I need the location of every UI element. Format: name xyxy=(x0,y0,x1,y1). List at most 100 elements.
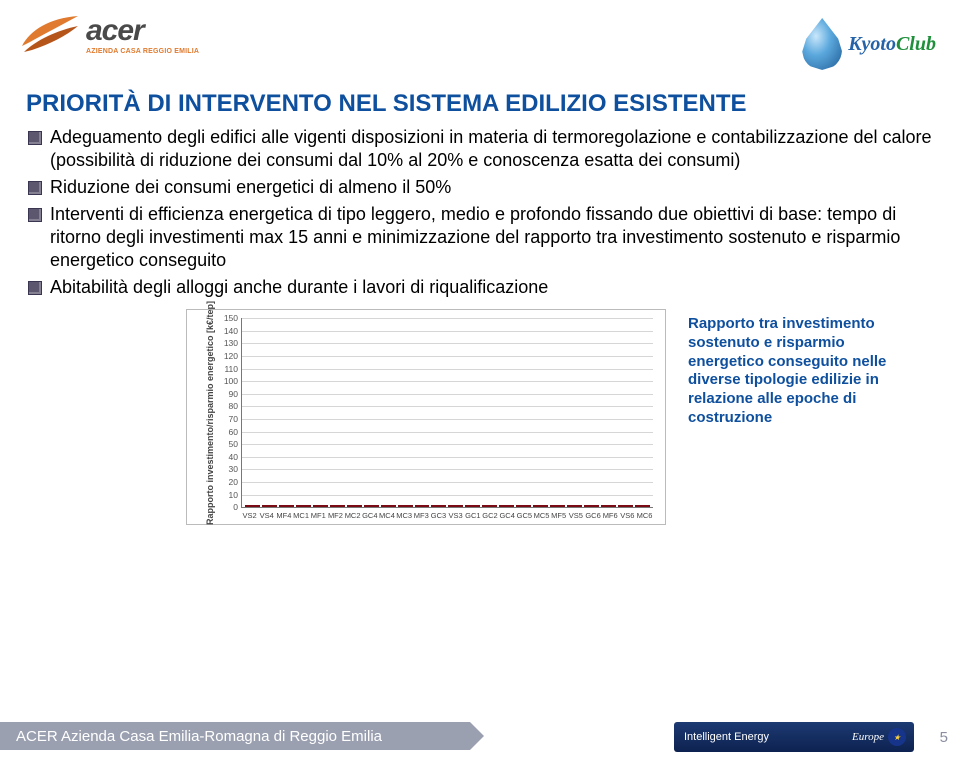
chart-bar-fill xyxy=(601,505,616,507)
chart-y-tick: 150 xyxy=(224,313,242,323)
chart-bar-fill xyxy=(499,505,514,507)
chart-bar-fill xyxy=(431,505,446,507)
chart-grid-line xyxy=(242,343,653,344)
chart-grid-line xyxy=(242,469,653,470)
chart-grid-line xyxy=(242,482,653,483)
chart-x-tick: GC2 xyxy=(481,508,498,520)
chart-grid-line xyxy=(242,406,653,407)
chart-y-tick: 80 xyxy=(229,401,242,411)
chart-x-tick: MF1 xyxy=(310,508,327,520)
chart-bar-fill xyxy=(567,505,582,507)
chart-grid-line xyxy=(242,419,653,420)
chart-y-tick: 70 xyxy=(229,414,242,424)
chart-x-tick: GC5 xyxy=(516,508,533,520)
chart-plot-area: Rapporto investimento/risparmio energeti… xyxy=(241,318,653,508)
bullet-item: Adeguamento degli edifici alle vigenti d… xyxy=(26,126,934,172)
chart-bar-fill xyxy=(364,505,379,507)
header: acer AZIENDA CASA REGGIO EMILIA KyotoClu… xyxy=(0,0,960,90)
water-drop-icon xyxy=(802,18,842,70)
chart-grid-line xyxy=(242,369,653,370)
chart-grid-line xyxy=(242,457,653,458)
chart-x-tick: MF6 xyxy=(602,508,619,520)
chart-y-tick: 30 xyxy=(229,464,242,474)
chart-x-tick: GC3 xyxy=(430,508,447,520)
chart-bar-fill xyxy=(381,505,396,507)
chart-x-tick: GC4 xyxy=(499,508,516,520)
chart-bar-fill xyxy=(448,505,463,507)
eu-stars-icon: ★ xyxy=(888,728,906,746)
chart-container: Rapporto investimento/risparmio energeti… xyxy=(186,309,666,525)
acer-swoosh-icon xyxy=(20,12,80,56)
kyoto-word-a: Kyoto xyxy=(848,33,896,55)
chart-bar-fill xyxy=(584,505,599,507)
chart-y-tick: 130 xyxy=(224,338,242,348)
chart-bar-fill xyxy=(245,505,260,507)
chart-caption: Rapporto tra investimento sostenuto e ri… xyxy=(688,309,888,525)
kyoto-club-logo: KyotoClub xyxy=(802,18,936,70)
badge-text-a: Intelligent Energy xyxy=(684,731,769,743)
bullet-item: Abitabilità degli alloggi anche durante … xyxy=(26,276,934,299)
chart-x-tick: MC6 xyxy=(636,508,653,520)
chart-x-labels: VS2VS4MF4MC1MF1MF2MC2GC4MC4MC3MF3GC3VS3G… xyxy=(241,508,653,520)
chart-bar-fill xyxy=(398,505,413,507)
slide-title: PRIORITÀ DI INTERVENTO NEL SISTEMA EDILI… xyxy=(0,90,960,126)
chart-x-tick: MC2 xyxy=(344,508,361,520)
chart-y-tick: 20 xyxy=(229,477,242,487)
acer-subtitle: AZIENDA CASA REGGIO EMILIA xyxy=(86,48,199,55)
chart-grid-line xyxy=(242,318,653,319)
badge-europe: Europe ★ xyxy=(852,728,906,746)
bullet-item: Interventi di efficienza energetica di t… xyxy=(26,203,934,272)
chart-y-tick: 10 xyxy=(229,490,242,500)
chart-x-tick: MC5 xyxy=(533,508,550,520)
chart-grid-line xyxy=(242,381,653,382)
bullet-item: Riduzione dei consumi energetici di alme… xyxy=(26,176,934,199)
chart-x-tick: MC1 xyxy=(293,508,310,520)
chart-bar-fill xyxy=(516,505,531,507)
acer-logo: acer AZIENDA CASA REGGIO EMILIA xyxy=(20,12,199,56)
footer-org-text: ACER Azienda Casa Emilia-Romagna di Regg… xyxy=(16,728,382,745)
chart-bar-fill xyxy=(533,505,548,507)
chart-bars-group xyxy=(242,318,653,507)
chart-bar-fill xyxy=(618,505,633,507)
chart-bar-fill xyxy=(296,505,311,507)
chart-y-tick: 60 xyxy=(229,427,242,437)
chart-y-tick: 90 xyxy=(229,389,242,399)
chart-x-tick: VS4 xyxy=(258,508,275,520)
chart-grid-line xyxy=(242,444,653,445)
chart-row: Rapporto investimento/risparmio energeti… xyxy=(26,309,934,525)
chart-x-tick: MF3 xyxy=(413,508,430,520)
chart-y-tick: 50 xyxy=(229,439,242,449)
chart-x-tick: VS3 xyxy=(447,508,464,520)
chart-x-tick: MC4 xyxy=(378,508,395,520)
chart-x-tick: GC6 xyxy=(584,508,601,520)
chart-x-tick: MC3 xyxy=(396,508,413,520)
chart-bar-fill xyxy=(279,505,294,507)
footer: ACER Azienda Casa Emilia-Romagna di Regg… xyxy=(0,712,960,758)
chart-x-tick: VS2 xyxy=(241,508,258,520)
kyoto-word-b: Club xyxy=(896,33,936,55)
chart-bar-fill xyxy=(347,505,362,507)
chart-bar-fill xyxy=(465,505,480,507)
chart-bar-fill xyxy=(330,505,345,507)
acer-wordmark: acer xyxy=(86,14,199,48)
acer-text-block: acer AZIENDA CASA REGGIO EMILIA xyxy=(86,14,199,55)
chart-grid-line xyxy=(242,394,653,395)
chart-x-tick: VS5 xyxy=(567,508,584,520)
page-number: 5 xyxy=(940,729,948,746)
kyoto-club-text: KyotoClub xyxy=(848,33,936,56)
chart-y-tick: 120 xyxy=(224,351,242,361)
chart-x-tick: VS6 xyxy=(619,508,636,520)
chart-x-tick: GC1 xyxy=(464,508,481,520)
chart-x-tick: MF2 xyxy=(327,508,344,520)
chart-bar-fill xyxy=(415,505,430,507)
intelligent-energy-badge: Intelligent Energy Europe ★ xyxy=(674,722,914,752)
chart-y-tick: 40 xyxy=(229,452,242,462)
chart-bar-fill xyxy=(262,505,277,507)
chart-y-tick: 110 xyxy=(224,364,242,374)
chart-y-tick: 140 xyxy=(224,326,242,336)
chart-grid-line xyxy=(242,432,653,433)
chart-x-tick: MF5 xyxy=(550,508,567,520)
chart-x-tick: MF4 xyxy=(275,508,292,520)
chart-y-tick: 100 xyxy=(224,376,242,386)
badge-text-b: Europe xyxy=(852,731,884,743)
